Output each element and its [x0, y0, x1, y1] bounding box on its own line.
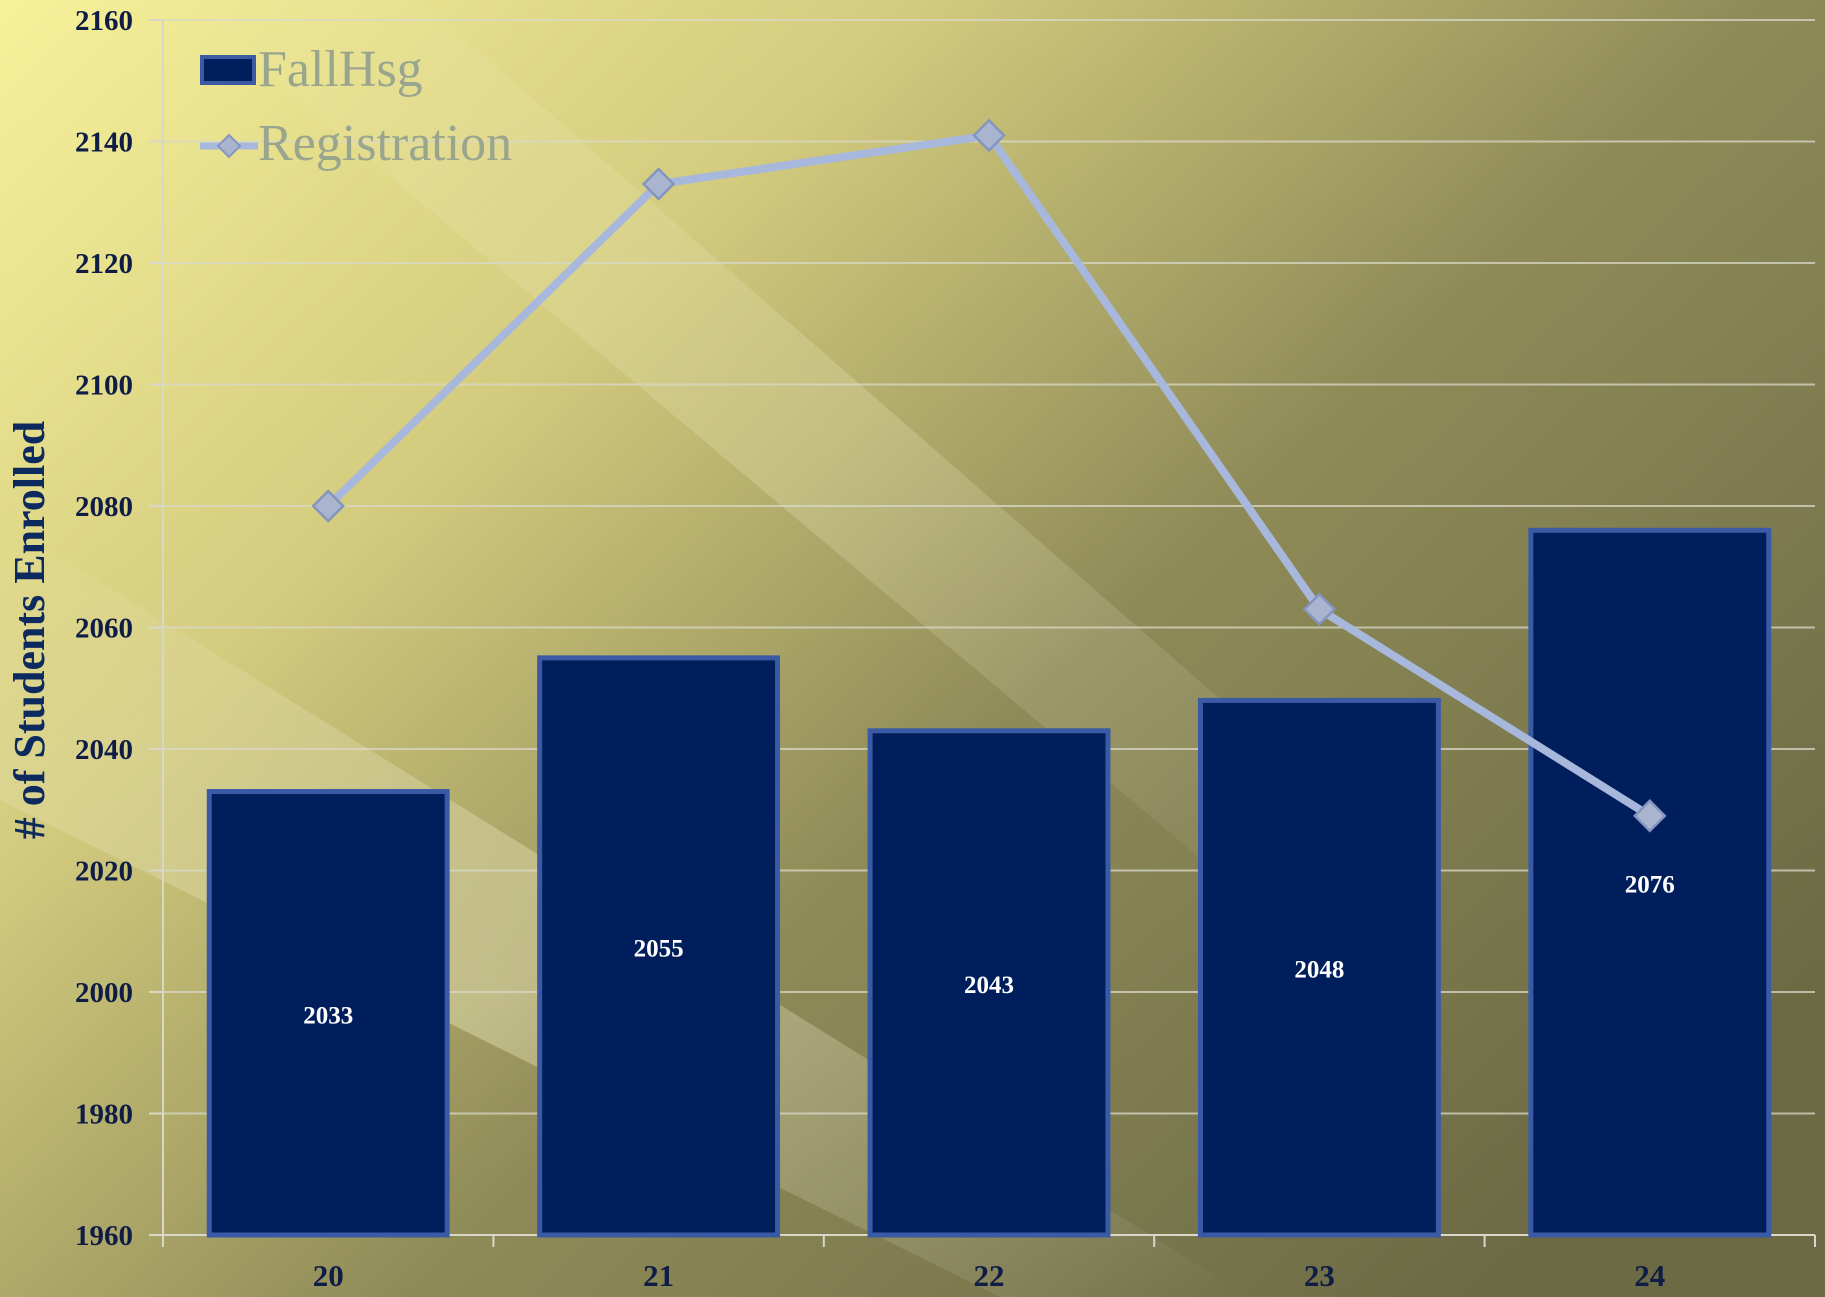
y-tick-label: 2020 — [75, 856, 133, 888]
y-axis-title: # of Students Enrolled — [5, 421, 54, 840]
bar-data-label: 2055 — [634, 935, 684, 962]
y-tick-label: 2080 — [75, 491, 133, 523]
x-tick-label: 23 — [1304, 1258, 1335, 1293]
bar-fallhsg-22 — [867, 728, 1111, 1238]
y-tick-label: 2140 — [75, 127, 133, 159]
x-tick-labels: 20 21 22 23 24 — [313, 1258, 1666, 1293]
bar-data-label: 2033 — [303, 1002, 353, 1029]
y-tick-label: 1980 — [75, 1099, 133, 1131]
background-light-streak — [180, 0, 1450, 900]
y-tick-label: 2040 — [75, 734, 133, 766]
legend-swatch-fallhsg — [200, 55, 256, 85]
legend: FallHsg Registration — [200, 41, 512, 172]
bar-fallhsg-23 — [1197, 697, 1441, 1238]
bar-data-label: 2043 — [964, 972, 1014, 999]
y-tick-label: 2100 — [75, 370, 133, 402]
registration-point-22 — [972, 118, 1006, 153]
y-tick-label: 2060 — [75, 613, 133, 645]
y-tick-labels: 1960 1980 2000 2020 2040 2060 2080 2100 2120 2140… — [75, 5, 133, 1252]
legend-label-fallhsg: FallHsg — [258, 41, 423, 98]
y-tick-label: 2120 — [75, 248, 133, 280]
bar-data-label: 2048 — [1294, 957, 1344, 984]
y-tick-label: 2160 — [75, 5, 133, 37]
bar-data-labels: 2033 2055 2043 2048 2076 — [303, 872, 1675, 1030]
x-tick-label: 21 — [643, 1258, 674, 1293]
legend-label-registration: Registration — [258, 115, 512, 172]
y-tick-label: 2000 — [75, 977, 133, 1009]
registration-point-23 — [1302, 592, 1337, 627]
x-tick-label: 20 — [313, 1258, 344, 1293]
legend-marker-registration — [216, 133, 242, 159]
x-tick-label: 22 — [974, 1258, 1005, 1293]
line-registration — [311, 118, 1667, 833]
bars-fallhsg — [206, 527, 1772, 1238]
bar-data-label: 2076 — [1625, 872, 1675, 899]
bar-fallhsg-20 — [206, 789, 450, 1238]
registration-point-24 — [1633, 799, 1667, 833]
registration-point-20 — [311, 489, 345, 523]
bar-fallhsg-21 — [537, 655, 781, 1238]
bar-fallhsg-24 — [1528, 527, 1772, 1238]
registration-point-21 — [641, 167, 676, 201]
x-tick-label: 24 — [1634, 1258, 1665, 1293]
y-tick-label: 1960 — [75, 1220, 133, 1252]
